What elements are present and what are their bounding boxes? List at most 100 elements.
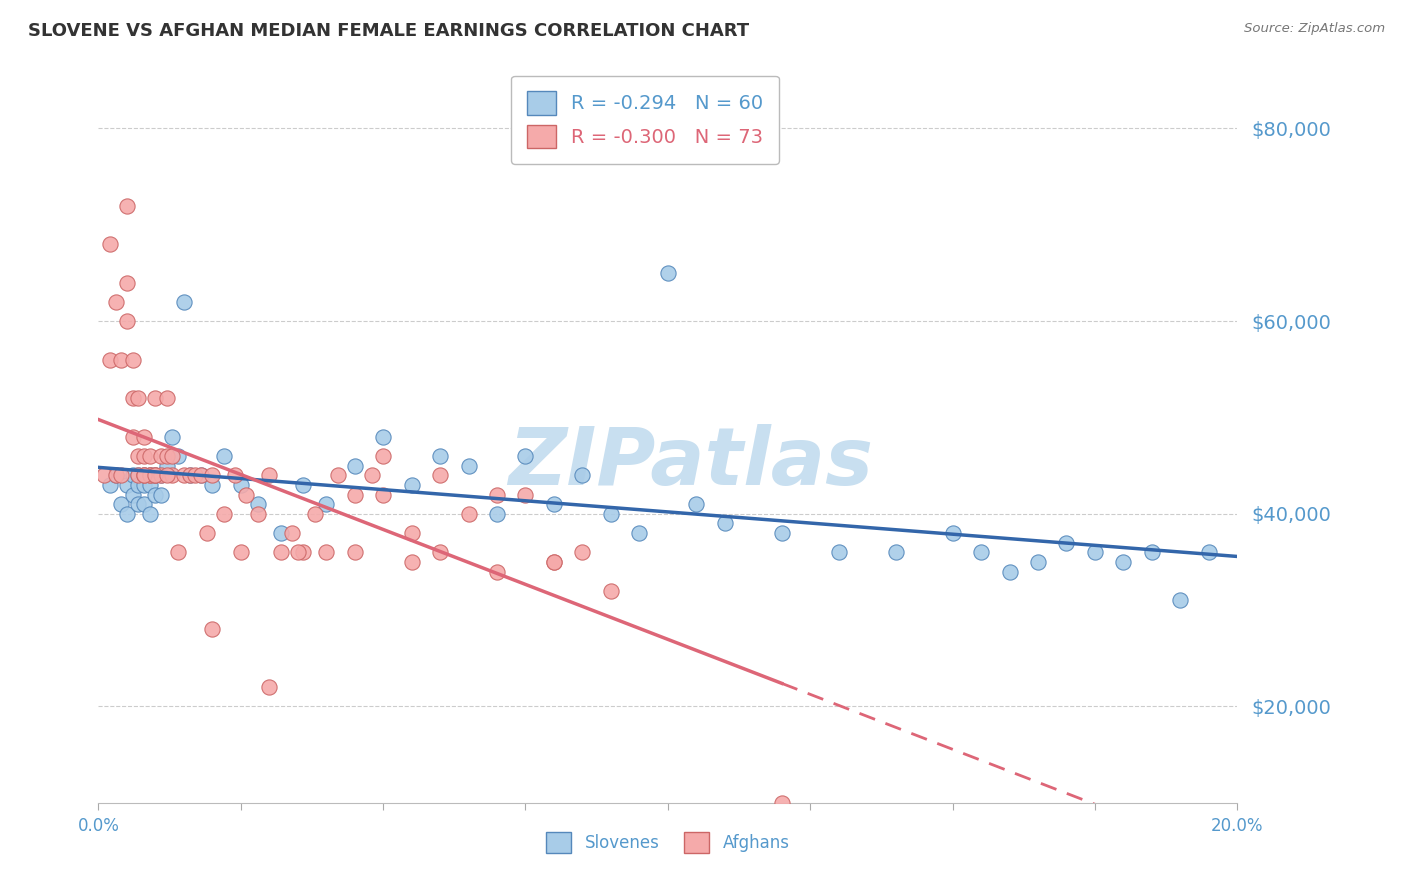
Point <box>121 487 143 501</box>
Text: SLOVENE VS AFGHAN MEDIAN FEMALE EARNINGS CORRELATION CHART: SLOVENE VS AFGHAN MEDIAN FEMALE EARNINGS… <box>28 22 749 40</box>
Point <box>429 449 451 463</box>
Point <box>486 565 509 579</box>
Point <box>110 468 132 483</box>
Point <box>162 468 184 483</box>
Point <box>156 458 179 473</box>
Point <box>429 468 451 483</box>
Point <box>429 545 451 559</box>
Point <box>571 468 593 483</box>
Point <box>138 468 160 483</box>
Point <box>127 497 149 511</box>
Point <box>657 266 679 280</box>
Point <box>942 526 965 541</box>
Point <box>150 449 173 463</box>
Point <box>998 565 1021 579</box>
Point <box>246 497 269 511</box>
Point <box>360 468 382 483</box>
Point <box>167 545 190 559</box>
Point <box>685 497 707 511</box>
Point <box>138 468 160 483</box>
Point <box>457 458 479 473</box>
Point <box>600 507 623 521</box>
Point <box>138 507 160 521</box>
Point <box>145 391 167 405</box>
Point <box>281 526 304 541</box>
Point <box>343 487 366 501</box>
Point <box>138 478 160 492</box>
Point <box>292 545 315 559</box>
Point <box>600 583 623 598</box>
Point <box>156 468 179 483</box>
Point <box>401 478 423 492</box>
Point <box>110 352 132 367</box>
Point <box>132 478 155 492</box>
Point <box>628 526 651 541</box>
Point <box>373 449 395 463</box>
Point <box>1112 555 1135 569</box>
Point <box>259 680 281 694</box>
Point <box>1056 535 1078 549</box>
Point <box>1084 545 1107 559</box>
Point <box>543 555 565 569</box>
Point <box>373 487 395 501</box>
Point <box>373 430 395 444</box>
Point <box>104 294 127 309</box>
Point <box>224 468 246 483</box>
Point <box>104 468 127 483</box>
Point <box>195 526 218 541</box>
Point <box>138 468 160 483</box>
Point <box>150 468 173 483</box>
Point <box>167 449 190 463</box>
Point <box>138 449 160 463</box>
Point <box>98 352 121 367</box>
Point <box>132 468 155 483</box>
Point <box>543 497 565 511</box>
Point <box>127 468 149 483</box>
Point <box>770 526 793 541</box>
Legend: Slovenes, Afghans: Slovenes, Afghans <box>540 826 796 860</box>
Point <box>132 449 155 463</box>
Point <box>121 430 143 444</box>
Point <box>770 796 793 810</box>
Point <box>173 294 195 309</box>
Point <box>486 507 509 521</box>
Point <box>145 468 167 483</box>
Point <box>304 507 326 521</box>
Point <box>121 468 143 483</box>
Point <box>190 468 212 483</box>
Text: ZIPatlas: ZIPatlas <box>508 425 873 502</box>
Point <box>132 468 155 483</box>
Point <box>115 478 138 492</box>
Point <box>179 468 201 483</box>
Point <box>1026 555 1049 569</box>
Point <box>156 449 179 463</box>
Point <box>1170 593 1192 607</box>
Point <box>343 458 366 473</box>
Point <box>115 276 138 290</box>
Point <box>115 507 138 521</box>
Point <box>326 468 349 483</box>
Point <box>201 468 224 483</box>
Point <box>486 487 509 501</box>
Point <box>150 487 173 501</box>
Point <box>401 555 423 569</box>
Point <box>104 468 127 483</box>
Point <box>571 545 593 559</box>
Point <box>162 449 184 463</box>
Point <box>162 430 184 444</box>
Point <box>246 507 269 521</box>
Point <box>127 391 149 405</box>
Point <box>315 545 337 559</box>
Point <box>287 545 309 559</box>
Point <box>457 507 479 521</box>
Point <box>292 478 315 492</box>
Point <box>1198 545 1220 559</box>
Point <box>145 468 167 483</box>
Text: Source: ZipAtlas.com: Source: ZipAtlas.com <box>1244 22 1385 36</box>
Point <box>115 198 138 212</box>
Point <box>401 526 423 541</box>
Point <box>229 545 252 559</box>
Point <box>259 468 281 483</box>
Point <box>121 352 143 367</box>
Point <box>184 468 207 483</box>
